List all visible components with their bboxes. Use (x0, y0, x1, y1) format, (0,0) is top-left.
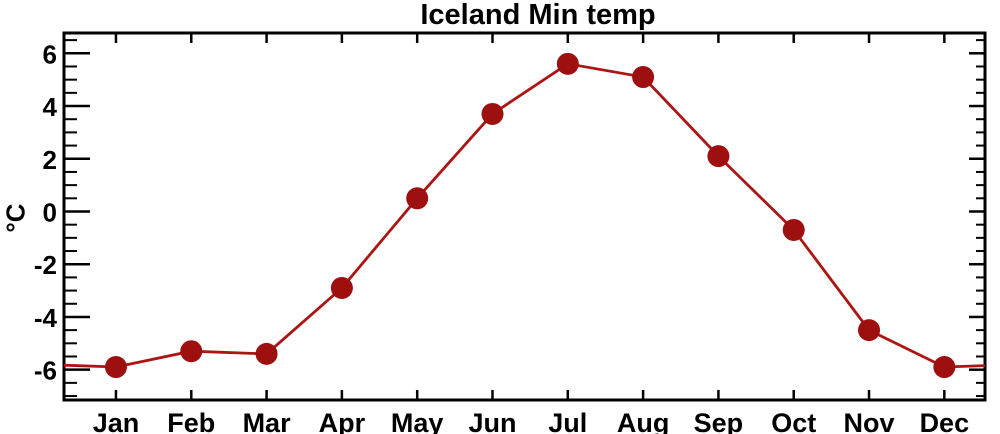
x-tick-label: Sep (694, 408, 744, 434)
data-point-oct (782, 218, 805, 241)
data-point-nov (858, 319, 881, 342)
data-point-jan (104, 356, 127, 379)
y-tick-label: -2 (34, 250, 57, 280)
data-point-aug (632, 66, 655, 89)
data-point-jul (556, 52, 579, 75)
x-tick-label: Jul (548, 408, 587, 434)
y-tick-label: 2 (43, 145, 57, 175)
x-tick-label: Dec (920, 408, 970, 434)
y-tick-label: 4 (43, 92, 58, 122)
data-point-feb (180, 340, 203, 363)
x-tick-label: Nov (844, 408, 895, 434)
x-tick-label: May (391, 408, 444, 434)
plot-frame (62, 31, 987, 402)
y-tick-label: 6 (43, 39, 57, 69)
data-point-may (406, 187, 429, 210)
x-tick-label: Jan (93, 408, 140, 434)
data-point-dec (933, 356, 956, 379)
y-tick-label: -4 (34, 303, 58, 333)
temperature-line (64, 62, 985, 369)
y-tick-label: -6 (34, 356, 57, 386)
x-tick-label: Oct (771, 408, 816, 434)
y-tick-label: 0 (43, 197, 57, 227)
data-point-apr (330, 276, 353, 299)
x-tick-label: Aug (617, 408, 669, 434)
data-point-sep (707, 145, 730, 168)
x-tick-label: Feb (167, 408, 215, 434)
data-point-mar (255, 342, 278, 365)
x-tick-label: Jun (468, 408, 516, 434)
x-tick-label: Mar (243, 408, 292, 434)
chart-title: Iceland Min temp (420, 0, 656, 31)
data-point-jun (481, 102, 504, 125)
x-tick-label: Apr (319, 408, 366, 434)
